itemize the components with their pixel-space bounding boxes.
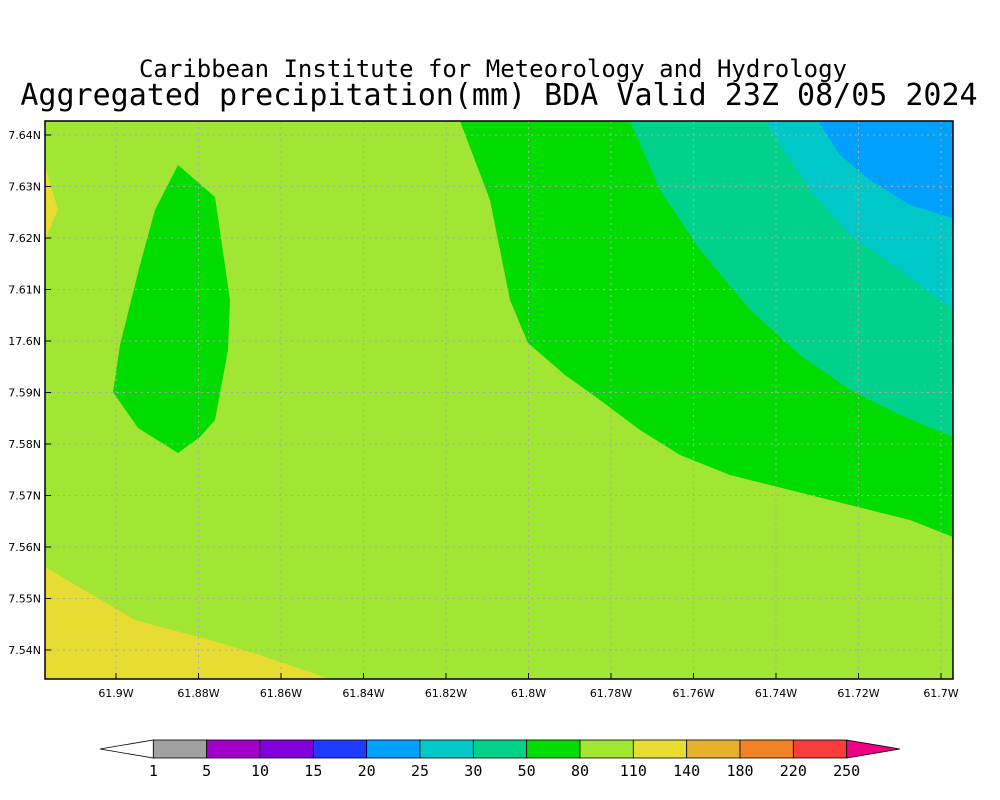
colorbar-box [579,739,634,759]
y-tick-label: 7.62N [8,232,41,245]
colorbar-label: 80 [571,762,589,780]
colorbar-label: 50 [518,762,536,780]
contour-field [45,121,953,679]
colorbar-box [739,739,794,759]
colorbar-label: 220 [780,762,807,780]
title-line-2: Aggregated precipitation(mm) BDA Valid 2… [20,78,977,113]
colorbar-box [152,739,208,759]
grid [45,121,953,679]
colorbar: 1 5 10 15 20 25 30 50 80 110 140 180 220 250 [99,739,901,780]
y-tick-label: 7.63N [8,181,41,194]
colorbar-box [419,739,474,759]
x-tick-label: 61.76W [672,687,714,700]
colorbar-box [366,739,421,759]
y-tick-label: 7.56N [8,541,41,554]
colorbar-label: 25 [411,762,429,780]
colorbar-label: 180 [726,762,753,780]
y-tick-label: 17.6N [8,335,41,348]
x-tick-label: 61.8W [511,687,546,700]
y-tick-label: 7.64N [8,129,41,142]
contour-band [818,121,953,218]
colorbar-box [632,739,688,759]
y-tick-label: 7.54N [8,644,41,657]
x-tick-label: 61.78W [590,687,632,700]
map-frame [44,120,954,680]
colorbar-label: 140 [673,762,700,780]
colorbar-label: 10 [251,762,269,780]
colorbar-box [792,739,848,759]
colorbar-label: 1 [149,762,158,780]
x-tick-label: 61.72W [837,687,879,700]
y-tick-label: 7.58N [8,438,41,451]
colorbar-label: 15 [304,762,322,780]
colorbar-label: 250 [833,762,860,780]
colorbar-arrow [99,739,154,759]
title-line-1: Caribbean Institute for Meteorology and … [139,55,847,83]
y-tick-label: 7.61N [8,284,41,297]
colorbar-box [312,739,368,759]
colorbar-label: 110 [620,762,647,780]
colorbar-label: 30 [464,762,482,780]
colorbar-arrow [846,739,901,759]
contour-band [45,165,58,240]
contour-band [113,165,230,453]
colorbar-label: 20 [358,762,376,780]
colorbar-box [526,739,581,759]
colorbar-box [472,739,528,759]
x-tick-label: 61.86W [260,687,302,700]
colorbar-box [686,739,741,759]
y-tick-label: 7.57N [8,490,41,503]
ticks: 7.64N 7.63N 7.62N 7.61N 17.6N 7.59N 7.58N 7.57N… [8,129,959,700]
y-tick-label: 7.59N [8,387,41,400]
x-tick-label: 61.9W [98,687,133,700]
colorbar-label: 5 [202,762,211,780]
x-tick-label: 61.84W [342,687,384,700]
x-tick-label: 61.7W [923,687,958,700]
x-tick-label: 61.88W [177,687,219,700]
x-tick-label: 61.74W [755,687,797,700]
x-tick-label: 61.82W [425,687,467,700]
colorbar-box [259,739,314,759]
colorbar-box [206,739,261,759]
y-tick-label: 7.55N [8,593,41,606]
